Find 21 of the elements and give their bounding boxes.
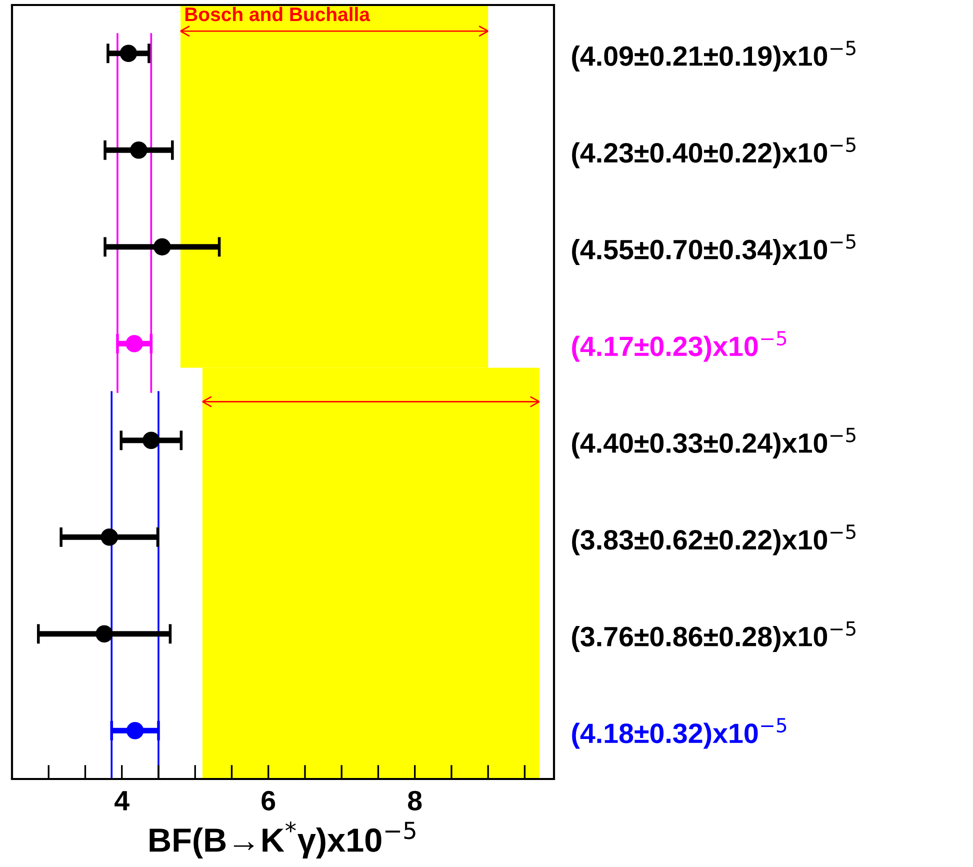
y-tick-label: (4.18±0.32)x10$^{−5}$ (572, 718, 786, 749)
x-tick-label: 8 (408, 790, 422, 811)
y-tick-label: (3.83±0.62±0.22)x10$^{−5}$ (572, 524, 856, 556)
y-tick-label: (4.23±0.40±0.22)x10$^{−5}$ (572, 138, 856, 168)
y-tick-label: (4.40±0.33±0.24)x10$^{−5}$ (572, 428, 856, 458)
y-tick-label: (4.17±0.23)x10$^{−5}$ (572, 331, 786, 362)
point (100, 528, 118, 546)
point (130, 142, 148, 159)
point (142, 432, 160, 449)
x-axis-title: BF(B→K$^{*}$γ)x10$^{−5}$ (150, 822, 416, 859)
x-tick-label: 4 (114, 791, 130, 810)
point (96, 625, 113, 642)
y-tick-label: (3.76±0.86±0.28)x10$^{−5}$ (572, 621, 856, 652)
y-tick-label: (4.55±0.70±0.34)x10$^{−5}$ (572, 234, 856, 265)
y-tick-label: (4.09±0.21±0.19)x10$^{−5}$ (572, 40, 856, 72)
point (126, 335, 143, 352)
band-label: Bosch and Buchalla (185, 6, 370, 22)
x-tick-label: 6 (262, 790, 276, 811)
point (126, 722, 144, 740)
point (154, 238, 171, 256)
point (120, 44, 138, 62)
